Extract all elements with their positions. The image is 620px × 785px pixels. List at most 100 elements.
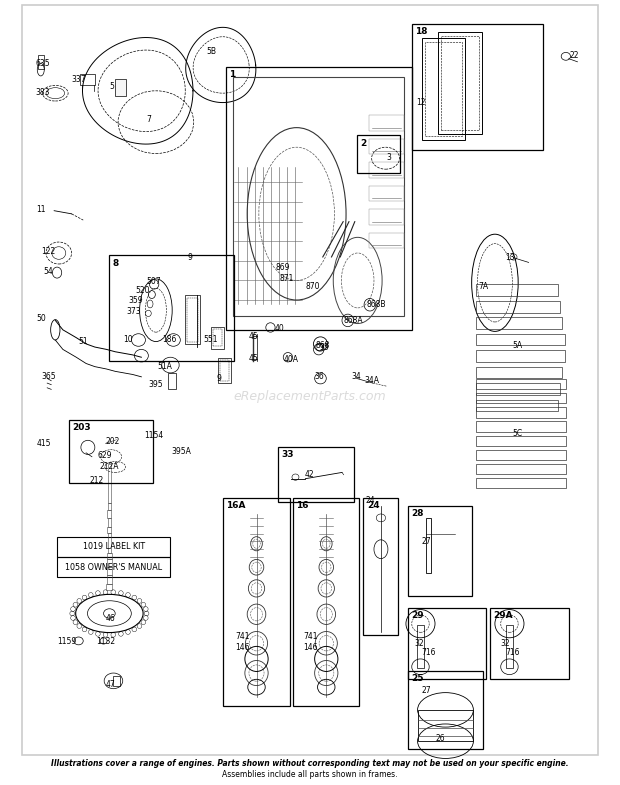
Bar	[107, 567, 112, 575]
Text: 46: 46	[105, 614, 115, 623]
Bar	[57, 537, 170, 557]
Text: 54: 54	[43, 267, 53, 276]
Text: 34: 34	[352, 372, 361, 382]
Text: 32: 32	[415, 639, 424, 648]
Text: 35: 35	[320, 342, 330, 352]
Text: 27: 27	[422, 686, 432, 695]
Bar	[476, 379, 566, 389]
Bar	[108, 464, 111, 503]
Text: 5B: 5B	[206, 47, 216, 57]
Text: 365: 365	[42, 372, 56, 382]
Text: 45: 45	[249, 354, 259, 363]
Bar	[370, 185, 404, 201]
Text: 202: 202	[105, 437, 120, 447]
Text: 32: 32	[501, 639, 510, 648]
Bar	[476, 478, 566, 488]
Text: 18: 18	[415, 27, 428, 36]
Text: 26: 26	[435, 734, 445, 743]
Bar	[107, 553, 112, 559]
Bar	[213, 329, 222, 346]
Text: 13: 13	[505, 254, 515, 262]
Text: 716: 716	[422, 648, 436, 657]
Text: 22: 22	[569, 51, 579, 60]
Bar	[370, 162, 404, 177]
Text: 50: 50	[37, 313, 46, 323]
Text: 395A: 395A	[172, 447, 192, 456]
Bar	[476, 301, 560, 312]
Text: 415: 415	[37, 439, 51, 448]
Bar	[107, 509, 112, 517]
Text: 551: 551	[203, 334, 218, 344]
Bar	[81, 74, 95, 85]
Text: 3: 3	[387, 153, 392, 162]
Text: 51A: 51A	[157, 362, 172, 371]
Bar	[412, 24, 542, 150]
Text: 383: 383	[35, 88, 50, 97]
Text: 42: 42	[304, 470, 314, 480]
Bar	[69, 420, 153, 483]
Bar	[108, 533, 111, 553]
Bar	[107, 575, 112, 584]
Bar	[370, 115, 404, 131]
Text: 373: 373	[127, 306, 141, 316]
Text: 146: 146	[236, 643, 250, 652]
Text: 871: 871	[280, 275, 294, 283]
Bar	[438, 32, 482, 134]
Text: 24: 24	[366, 496, 376, 505]
Text: 8: 8	[113, 258, 119, 268]
Bar	[476, 450, 566, 460]
Bar	[370, 139, 404, 155]
Text: 507: 507	[146, 277, 161, 286]
Bar	[211, 327, 224, 349]
Bar	[293, 498, 360, 706]
Text: 9: 9	[217, 374, 222, 383]
Bar	[476, 284, 558, 296]
Text: 1: 1	[229, 71, 236, 79]
Bar	[108, 517, 111, 527]
Text: 11: 11	[37, 206, 46, 214]
Text: 741: 741	[303, 633, 317, 641]
Bar	[218, 358, 231, 383]
Bar	[370, 232, 404, 248]
Bar	[232, 77, 404, 316]
Bar	[107, 559, 112, 567]
Bar	[226, 68, 412, 330]
Text: Illustrations cover a range of engines. Parts shown without corresponding text m: Illustrations cover a range of engines. …	[51, 759, 569, 769]
Bar	[476, 407, 566, 418]
Text: 868A: 868A	[343, 316, 363, 325]
Bar	[187, 298, 198, 341]
Text: 9: 9	[188, 254, 193, 262]
Text: 203: 203	[72, 423, 91, 432]
Text: 28: 28	[411, 509, 423, 518]
Text: 25: 25	[411, 674, 423, 683]
Bar	[476, 383, 560, 395]
Bar	[363, 498, 399, 635]
Text: 212A: 212A	[99, 462, 119, 471]
Text: 122: 122	[42, 247, 56, 256]
Text: 33: 33	[281, 451, 294, 459]
Bar	[408, 670, 483, 749]
Bar	[490, 608, 569, 678]
Bar	[109, 255, 234, 361]
Bar	[278, 447, 353, 502]
Bar	[418, 710, 474, 741]
Bar	[356, 136, 400, 173]
Bar	[476, 350, 565, 362]
Text: 10: 10	[123, 334, 133, 344]
Bar	[427, 518, 431, 573]
Bar	[476, 436, 566, 446]
Bar	[476, 334, 565, 345]
Text: 7: 7	[146, 115, 151, 124]
Text: 36: 36	[315, 372, 324, 382]
Bar	[476, 317, 562, 329]
Bar	[370, 209, 404, 225]
Text: 212: 212	[89, 476, 104, 485]
Text: 45: 45	[249, 331, 259, 341]
Text: 16A: 16A	[226, 502, 246, 510]
Text: 146: 146	[303, 643, 317, 652]
Bar	[476, 422, 566, 432]
Bar	[220, 360, 229, 381]
Text: 40: 40	[275, 323, 285, 333]
Bar	[408, 608, 486, 678]
Bar	[422, 38, 465, 141]
